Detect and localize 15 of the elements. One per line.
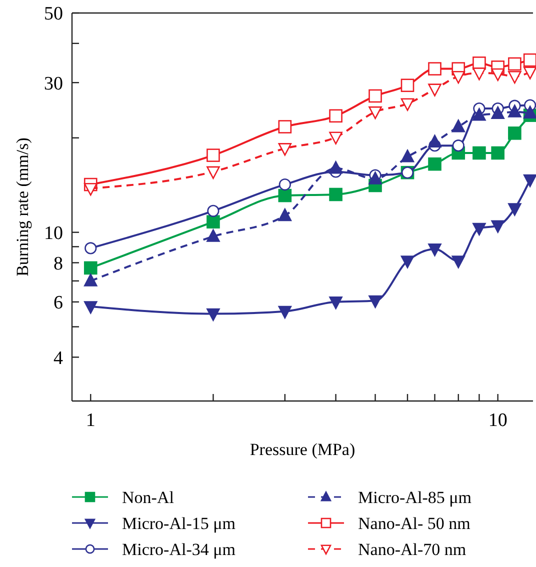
legend-label: Micro-Al-85 μm [358, 488, 472, 507]
legend-label: Micro-Al-34 μm [122, 540, 236, 559]
legend-label: Nano-Al- 50 nm [358, 514, 470, 533]
legend-label: Nano-Al-70 nm [358, 540, 466, 559]
x-tick-label: 1 [86, 410, 96, 431]
y-tick-label: 10 [44, 222, 63, 244]
y-tick-label: 30 [44, 73, 63, 94]
legend-label: Non-Al [122, 488, 174, 507]
y-tick-label: 4 [54, 348, 64, 369]
y-tick-label: 6 [54, 292, 63, 314]
x-axis-title: Pressure (MPa) [250, 440, 356, 459]
y-tick-label: 50 [44, 4, 63, 25]
y-axis-title: Burning rate (mm/s) [13, 138, 32, 276]
y-tick-label: 8 [54, 253, 63, 274]
legend-label: Micro-Al-15 μm [122, 514, 236, 533]
